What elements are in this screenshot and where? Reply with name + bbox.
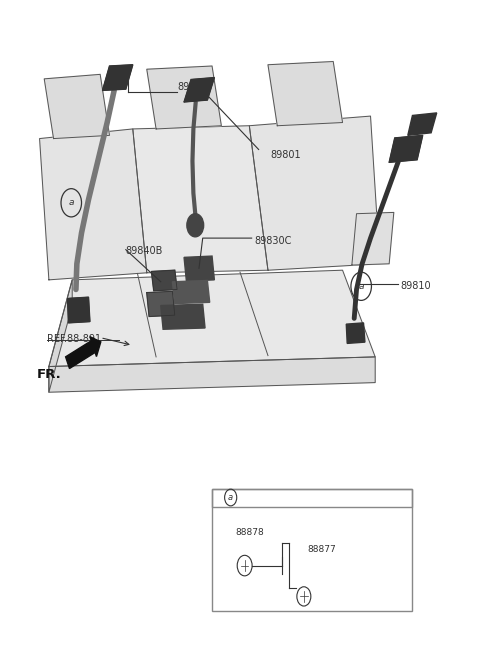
Polygon shape xyxy=(389,135,423,162)
Polygon shape xyxy=(147,66,221,129)
Text: REF.88-891: REF.88-891 xyxy=(47,335,101,344)
Polygon shape xyxy=(408,113,437,135)
Polygon shape xyxy=(151,270,177,291)
Text: 89810: 89810 xyxy=(401,281,432,291)
Circle shape xyxy=(187,214,204,237)
Text: 88878: 88878 xyxy=(235,527,264,537)
Text: 89801: 89801 xyxy=(270,150,301,159)
Text: a: a xyxy=(69,198,74,207)
Text: 89840B: 89840B xyxy=(126,246,163,256)
Text: a: a xyxy=(228,493,233,502)
Polygon shape xyxy=(184,256,215,281)
Polygon shape xyxy=(68,297,90,323)
Bar xyxy=(212,489,412,506)
Polygon shape xyxy=(49,270,375,367)
Polygon shape xyxy=(49,280,72,392)
Text: 89820: 89820 xyxy=(177,82,208,92)
FancyArrow shape xyxy=(66,337,101,369)
Polygon shape xyxy=(249,116,380,270)
Polygon shape xyxy=(161,304,205,329)
Bar xyxy=(212,489,412,611)
Polygon shape xyxy=(44,74,109,138)
Text: 88877: 88877 xyxy=(308,545,336,554)
Polygon shape xyxy=(39,129,147,280)
Polygon shape xyxy=(147,291,175,316)
Polygon shape xyxy=(352,213,394,265)
Text: FR.: FR. xyxy=(37,368,62,380)
Polygon shape xyxy=(103,65,133,91)
Text: a: a xyxy=(359,282,364,291)
Polygon shape xyxy=(184,77,215,102)
Text: 89830C: 89830C xyxy=(254,236,291,246)
Polygon shape xyxy=(268,62,343,126)
Polygon shape xyxy=(172,281,210,304)
Polygon shape xyxy=(346,323,365,343)
Polygon shape xyxy=(133,126,268,273)
Polygon shape xyxy=(49,357,375,392)
